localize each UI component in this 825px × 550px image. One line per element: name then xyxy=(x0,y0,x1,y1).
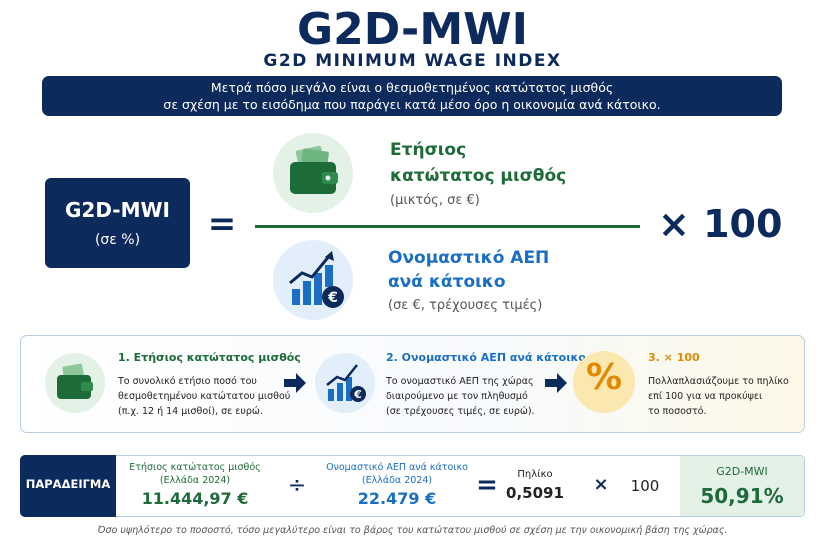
hundred: 100 xyxy=(630,477,660,495)
example-gdp-value: 22.479 € xyxy=(357,489,437,508)
percent-symbol: % xyxy=(585,357,623,398)
denominator-text: ανά κάτοικο xyxy=(388,272,506,292)
example-wage-value: 11.444,97 € xyxy=(141,489,249,508)
multiplier: × 100 xyxy=(658,202,783,246)
step-icon xyxy=(45,353,105,413)
description-line: Μετρά πόσο μεγάλο είναι ο θεσμοθετημένος… xyxy=(210,80,614,95)
steps-panel xyxy=(20,335,805,433)
step-title: 2. Ονομαστικό ΑΕΠ ανά κάτοικο xyxy=(386,351,586,364)
step-icon: € xyxy=(315,353,375,413)
example-gdp-label: Ονομαστικό ΑΕΠ ανά κάτοικο xyxy=(326,462,468,473)
example-wage-label: Ετήσιος κατώτατος μισθός xyxy=(129,462,261,473)
result-box xyxy=(680,456,804,516)
example-label-box xyxy=(20,455,116,517)
step-text: (σε τρέχουσες τιμές, σε ευρώ). xyxy=(386,406,535,417)
divide: ÷ xyxy=(287,473,307,498)
result-label: G2D-MWI xyxy=(716,465,768,478)
numerator-text: κατώτατος μισθός xyxy=(390,166,567,186)
numerator-note: (μικτός, σε €) xyxy=(390,193,480,208)
description-line: σε σχέση με το εισόδημα που παράγει κατά… xyxy=(163,97,661,112)
step-text: επί 100 για να προκύψει xyxy=(648,391,763,402)
arrow xyxy=(284,373,306,393)
currency-symbol: € xyxy=(327,290,338,306)
step-title: 3. × 100 xyxy=(648,351,700,364)
example-label: ΠΑΡΑΔΕΙΓΜΑ xyxy=(25,477,111,491)
step-text: (π.χ. 12 ή 14 μισθοί), σε ευρώ. xyxy=(118,406,263,417)
step-text: διαιρούμενο με τον πληθυσμό xyxy=(386,391,528,402)
ratio-label: Πηλίκο xyxy=(517,469,553,480)
title: G2D-MWI xyxy=(296,4,529,55)
step-icon xyxy=(573,351,635,413)
fraction-line xyxy=(255,225,640,228)
step-title: 1. Ετήσιος κατώτατος μισθός xyxy=(118,351,301,364)
step-text: Το συνολικό ετήσιο ποσό του xyxy=(118,376,257,387)
step-text: το ποσοστό. xyxy=(648,406,707,417)
step-text: Πολλαπλασιάζουμε το πηλίκο xyxy=(648,376,789,387)
lhs-title: G2D-MWI xyxy=(64,198,170,222)
footnote: Όσο υψηλότερο το ποσοστό, τόσο μεγαλύτερ… xyxy=(97,525,728,536)
equals: = xyxy=(476,470,498,500)
ratio-value: 0,5091 xyxy=(506,484,564,502)
lhs-unit: (σε %) xyxy=(94,232,141,248)
wallet-icon xyxy=(273,133,353,213)
gdp-icon: € xyxy=(273,240,353,320)
denominator-text: Ονομαστικό ΑΕΠ xyxy=(388,248,550,268)
example-panel xyxy=(20,455,805,517)
description-banner xyxy=(42,76,782,116)
times: × xyxy=(593,474,609,495)
subtitle: G2D MINIMUM WAGE INDEX xyxy=(263,51,562,71)
example-gdp-year: (Ελλάδα 2024) xyxy=(361,475,433,486)
example-wage-year: (Ελλάδα 2024) xyxy=(159,475,231,486)
result-value: 50,91% xyxy=(700,484,784,508)
denominator-note: (σε €, τρέχουσες τιμές) xyxy=(388,298,543,313)
lhs-box xyxy=(45,178,190,268)
step-text: Το ονομαστικό ΑΕΠ της χώρας xyxy=(386,376,534,387)
arrow xyxy=(545,373,567,393)
equals: = xyxy=(207,204,237,244)
step-text: θεσμοθετημένου κατώτατου μισθού xyxy=(118,391,291,402)
currency-symbol: € xyxy=(353,388,362,401)
numerator-text: Ετήσιος xyxy=(390,140,467,160)
